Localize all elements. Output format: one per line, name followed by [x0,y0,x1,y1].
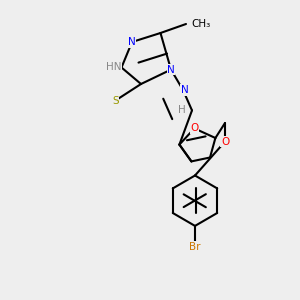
Text: CH₃: CH₃ [191,19,211,29]
Text: S: S [112,95,119,106]
Text: O: O [221,136,229,147]
Text: HN: HN [106,62,122,73]
Text: N: N [181,85,188,95]
Text: Br: Br [189,242,201,252]
Text: N: N [167,64,175,75]
Text: N: N [128,37,136,47]
Text: H: H [178,105,186,116]
Text: O: O [190,123,199,134]
